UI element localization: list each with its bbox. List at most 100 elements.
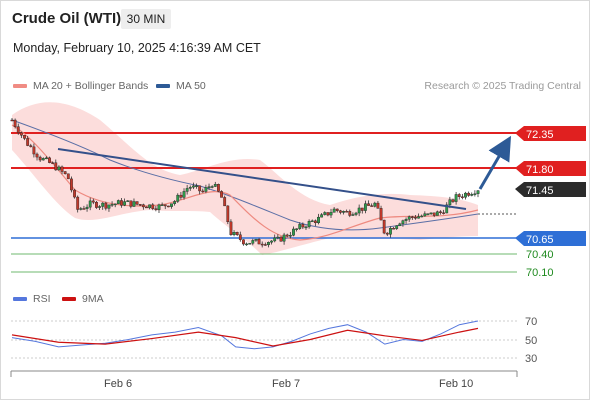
candle-body — [464, 192, 467, 198]
candle-body — [51, 162, 55, 164]
candle-body — [404, 219, 408, 221]
candle-body — [257, 239, 261, 245]
candle-body — [423, 213, 427, 217]
timeframe-button[interactable]: 30 MIN — [121, 9, 171, 29]
candle-body — [60, 166, 64, 172]
candle-body — [414, 216, 417, 219]
candle-body — [317, 216, 320, 224]
candle-body — [232, 232, 236, 235]
candle-body — [73, 189, 76, 198]
candle-body — [220, 191, 223, 198]
candle-body — [107, 204, 111, 209]
candle-body — [48, 157, 51, 163]
candle-body — [151, 204, 155, 209]
candle-body — [385, 232, 389, 235]
legend-rsi: RSI — [13, 293, 51, 305]
candle-body — [295, 228, 299, 230]
candle-body — [179, 194, 183, 198]
candle-body — [417, 216, 420, 219]
candle-body — [267, 242, 270, 246]
candle-body — [467, 192, 471, 196]
candle-body — [245, 243, 248, 246]
candle-body — [10, 119, 14, 122]
candle-body — [95, 201, 98, 208]
candle-body — [163, 204, 167, 207]
candle-body — [35, 153, 39, 158]
candle-body — [32, 146, 36, 155]
candle-body — [226, 205, 230, 223]
candle-body — [45, 157, 48, 160]
rsi-label-50: 50 — [525, 335, 537, 347]
candle-body — [320, 214, 324, 218]
candlesticks — [10, 118, 480, 248]
ma50-swatch — [156, 84, 170, 89]
candle-body — [148, 204, 152, 209]
candle-body — [435, 211, 439, 216]
rsi-ma-swatch — [62, 297, 76, 302]
candle-body — [335, 208, 339, 211]
candle-body — [57, 166, 61, 171]
trendline — [57, 148, 467, 210]
candle-body — [357, 207, 361, 214]
research-credit: Research © 2025 Trading Central — [424, 80, 581, 92]
candle-body — [16, 126, 20, 133]
candle-body — [104, 202, 108, 209]
candle-body — [23, 135, 26, 139]
candle-body — [82, 208, 86, 210]
candle-body — [285, 234, 289, 237]
candle-body — [76, 196, 80, 210]
candle-body — [135, 201, 139, 205]
candle-body — [370, 205, 374, 207]
candle-body — [223, 197, 227, 207]
candle-body — [166, 205, 170, 208]
candle-body — [238, 234, 242, 240]
candle-body — [426, 213, 430, 215]
candle-body — [248, 243, 252, 245]
legend-ma20-bollinger: MA 20 + Bollinger Bands — [13, 80, 148, 92]
candle-body — [54, 162, 58, 171]
candle-body — [351, 214, 355, 216]
ma50-line — [11, 119, 479, 231]
candle-body — [201, 190, 205, 193]
candle-body — [301, 224, 305, 228]
candle-body — [445, 204, 449, 214]
candle-body — [217, 184, 220, 192]
candle-body — [188, 186, 192, 189]
candle-body — [170, 203, 173, 207]
candle-body — [270, 240, 273, 243]
candle-body — [120, 200, 123, 206]
candle-body — [79, 208, 83, 210]
legend-ma20-label: MA 20 + Bollinger Bands — [33, 80, 149, 92]
candle-body — [260, 243, 264, 246]
candle-body — [329, 212, 333, 216]
candle-body — [410, 216, 414, 218]
candle-body — [304, 226, 308, 229]
candle-body — [442, 212, 445, 214]
candle-body — [160, 204, 164, 206]
legend-ma50: MA 50 — [156, 80, 206, 92]
rsi-label-30: 30 — [525, 353, 537, 365]
candle-body — [101, 202, 105, 207]
candle-body — [176, 194, 180, 202]
ma20-swatch — [13, 84, 27, 89]
legend-rsi-label: RSI — [33, 293, 51, 305]
legend-rsi-ma: 9MA — [62, 293, 104, 305]
candle-body — [126, 200, 130, 202]
bollinger-band — [12, 102, 478, 256]
candle-body — [38, 156, 42, 161]
rsi-swatch — [13, 297, 27, 302]
x-label-feb7: Feb 7 — [272, 378, 300, 390]
candle-body — [26, 138, 30, 146]
candle-body — [154, 208, 158, 210]
candle-body — [448, 199, 452, 206]
candle-body — [420, 215, 424, 218]
candle-body — [398, 223, 402, 226]
candle-body — [132, 201, 136, 207]
price-label-71-45: 71.45 — [515, 182, 586, 197]
candle-body — [185, 188, 189, 192]
price-label-70-65: 70.65 — [515, 231, 586, 246]
candle-body — [326, 212, 330, 216]
candle-body — [473, 193, 477, 195]
candle-body — [138, 204, 142, 206]
